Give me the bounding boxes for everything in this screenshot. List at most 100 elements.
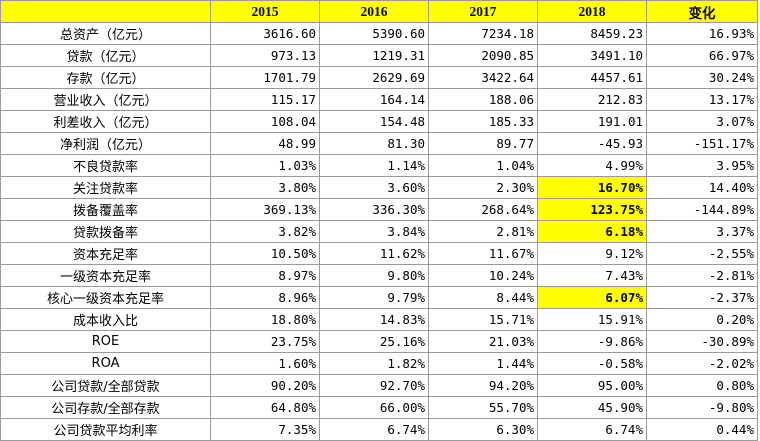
value-2016-cell: 154.48 [319, 110, 429, 133]
table-row: 成本收入比 18.80% 14.83% 15.71% 15.91% 0.20% [0, 308, 758, 331]
value-2018-cell: 16.70% [537, 176, 647, 199]
value-2017-cell: 185.33 [428, 110, 538, 133]
value-2015-cell: 8.96% [210, 286, 320, 309]
table-row: 公司贷款/全部贷款 90.20% 92.70% 94.20% 95.00% 0.80% [0, 374, 758, 397]
value-2015-cell: 973.13 [210, 44, 320, 67]
row-label: 贷款拨备率 [0, 220, 211, 243]
row-label: 关注贷款率 [0, 176, 211, 199]
row-label: 拨备覆盖率 [0, 198, 211, 221]
value-2018-cell: 212.83 [537, 88, 647, 111]
value-2015-cell: 64.80% [210, 396, 320, 419]
value-2015-cell: 1.60% [210, 352, 320, 375]
value-2018-cell: 3491.10 [537, 44, 647, 67]
value-change-cell: 3.07% [646, 110, 758, 133]
table-row: 不良贷款率 1.03% 1.14% 1.04% 4.99% 3.95% [0, 154, 758, 177]
value-change-cell: 0.44% [646, 418, 758, 441]
value-2016-cell: 3.84% [319, 220, 429, 243]
value-change-cell: -151.17% [646, 132, 758, 155]
row-label: 贷款（亿元） [0, 44, 211, 67]
row-label: 净利润（亿元） [0, 132, 211, 155]
table-row: 贷款拨备率 3.82% 3.84% 2.81% 6.18% 3.37% [0, 220, 758, 243]
value-2017-cell: 268.64% [428, 198, 538, 221]
value-2015-cell: 1701.79 [210, 66, 320, 89]
row-label: 核心一级资本充足率 [0, 286, 211, 309]
value-2016-cell: 25.16% [319, 330, 429, 353]
value-2018-cell: 4457.61 [537, 66, 647, 89]
value-2018-cell: 6.18% [537, 220, 647, 243]
value-2015-cell: 3.82% [210, 220, 320, 243]
value-2015-cell: 108.04 [210, 110, 320, 133]
header-year-2015: 2015 [210, 0, 320, 23]
row-label: ROA [0, 352, 211, 375]
value-2017-cell: 7234.18 [428, 22, 538, 45]
value-2015-cell: 23.75% [210, 330, 320, 353]
value-change-cell: -30.89% [646, 330, 758, 353]
value-change-cell: -2.02% [646, 352, 758, 375]
table-row: 贷款（亿元） 973.13 1219.31 2090.85 3491.10 66.97% [0, 44, 758, 67]
header-row: 2015 2016 2017 2018 变化 [0, 0, 758, 23]
value-2018-cell: -0.58% [537, 352, 647, 375]
value-2016-cell: 14.83% [319, 308, 429, 331]
value-2016-cell: 9.80% [319, 264, 429, 287]
value-2016-cell: 9.79% [319, 286, 429, 309]
value-2016-cell: 6.74% [319, 418, 429, 441]
value-2017-cell: 94.20% [428, 374, 538, 397]
table-row: 一级资本充足率 8.97% 9.80% 10.24% 7.43% -2.81% [0, 264, 758, 287]
value-change-cell: 14.40% [646, 176, 758, 199]
value-change-cell: 3.95% [646, 154, 758, 177]
value-2018-cell: 9.12% [537, 242, 647, 265]
row-label: 不良贷款率 [0, 154, 211, 177]
value-change-cell: -2.81% [646, 264, 758, 287]
value-2016-cell: 92.70% [319, 374, 429, 397]
value-2016-cell: 1219.31 [319, 44, 429, 67]
value-change-cell: -2.37% [646, 286, 758, 309]
value-2015-cell: 3616.60 [210, 22, 320, 45]
header-year-2018: 2018 [537, 0, 647, 23]
value-2018-cell: 7.43% [537, 264, 647, 287]
value-2017-cell: 2.81% [428, 220, 538, 243]
table-row: 存款（亿元） 1701.79 2629.69 3422.64 4457.61 30.24% [0, 66, 758, 89]
row-label: 营业收入（亿元） [0, 88, 211, 111]
value-2016-cell: 164.14 [319, 88, 429, 111]
value-2016-cell: 336.30% [319, 198, 429, 221]
row-label: ROE [0, 330, 211, 353]
value-2015-cell: 10.50% [210, 242, 320, 265]
value-2017-cell: 11.67% [428, 242, 538, 265]
value-2016-cell: 2629.69 [319, 66, 429, 89]
row-label: 公司存款/全部存款 [0, 396, 211, 419]
value-2018-cell: 6.07% [537, 286, 647, 309]
value-2015-cell: 3.80% [210, 176, 320, 199]
value-2017-cell: 89.77 [428, 132, 538, 155]
value-2017-cell: 2090.85 [428, 44, 538, 67]
value-change-cell: 30.24% [646, 66, 758, 89]
value-change-cell: -144.89% [646, 198, 758, 221]
value-2016-cell: 81.30 [319, 132, 429, 155]
value-2017-cell: 3422.64 [428, 66, 538, 89]
row-label: 成本收入比 [0, 308, 211, 331]
header-change: 变化 [646, 0, 758, 23]
value-2017-cell: 1.44% [428, 352, 538, 375]
value-2018-cell: 45.90% [537, 396, 647, 419]
value-2018-cell: 6.74% [537, 418, 647, 441]
value-2017-cell: 8.44% [428, 286, 538, 309]
value-change-cell: 0.20% [646, 308, 758, 331]
table-row: 营业收入（亿元） 115.17 164.14 188.06 212.83 13.17% [0, 88, 758, 111]
row-label: 公司贷款/全部贷款 [0, 374, 211, 397]
value-2015-cell: 8.97% [210, 264, 320, 287]
value-2017-cell: 1.04% [428, 154, 538, 177]
value-2015-cell: 1.03% [210, 154, 320, 177]
table-row: 净利润（亿元） 48.99 81.30 89.77 -45.93 -151.17% [0, 132, 758, 155]
value-2017-cell: 55.70% [428, 396, 538, 419]
value-2018-cell: 95.00% [537, 374, 647, 397]
value-2018-cell: 123.75% [537, 198, 647, 221]
row-label: 一级资本充足率 [0, 264, 211, 287]
value-2018-cell: -9.86% [537, 330, 647, 353]
header-year-2017: 2017 [428, 0, 538, 23]
value-change-cell: -9.80% [646, 396, 758, 419]
value-2016-cell: 1.14% [319, 154, 429, 177]
table-row: 核心一级资本充足率 8.96% 9.79% 8.44% 6.07% -2.37% [0, 286, 758, 309]
value-2018-cell: 191.01 [537, 110, 647, 133]
value-change-cell: 66.97% [646, 44, 758, 67]
table-row: 资本充足率 10.50% 11.62% 11.67% 9.12% -2.55% [0, 242, 758, 265]
